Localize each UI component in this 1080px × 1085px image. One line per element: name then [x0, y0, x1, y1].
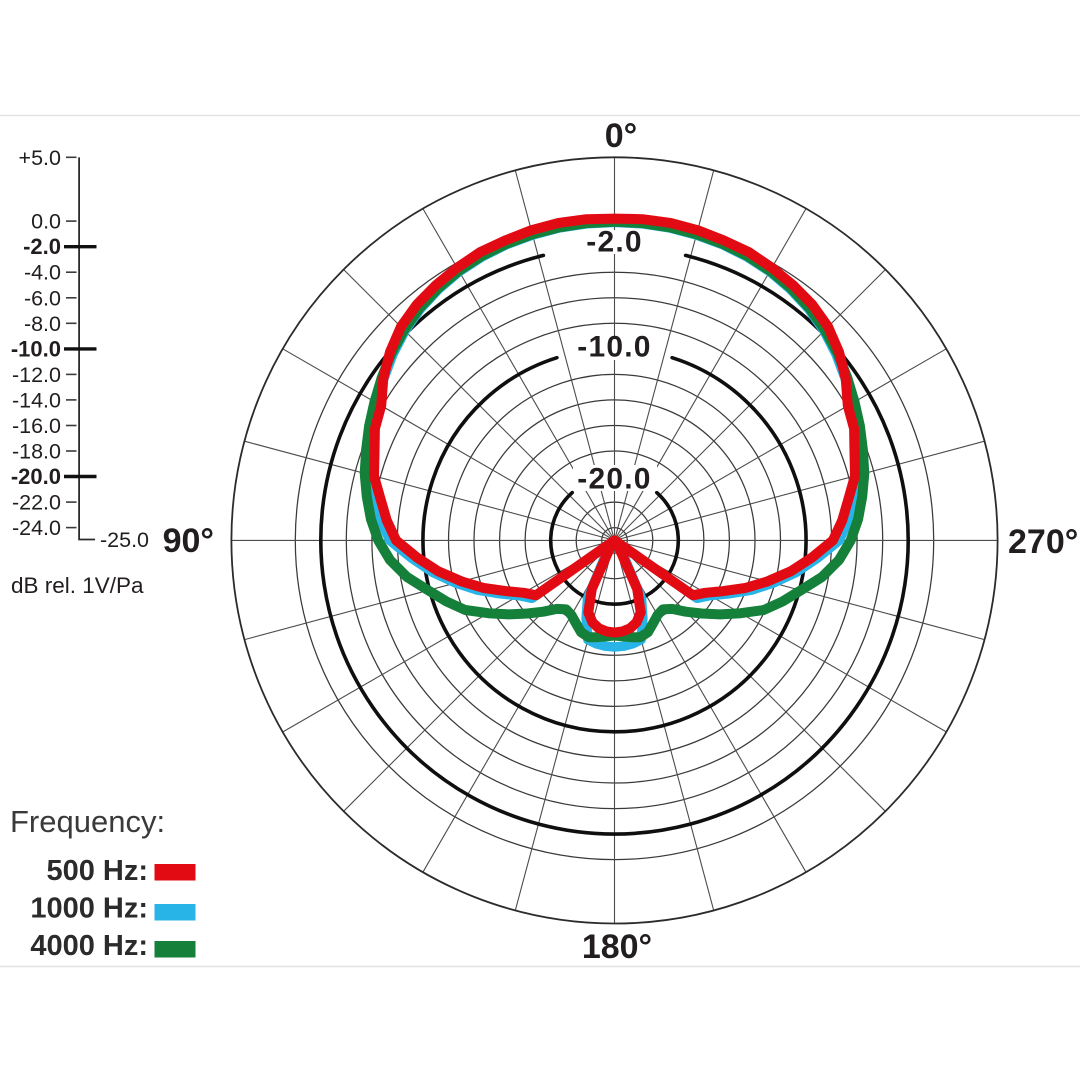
svg-text:-22.0: -22.0	[12, 491, 61, 515]
svg-text:-24.0: -24.0	[12, 516, 61, 540]
svg-text:90°: 90°	[163, 522, 214, 560]
svg-text:-12.0: -12.0	[12, 363, 61, 387]
svg-text:-10.0: -10.0	[577, 331, 651, 364]
svg-text:-4.0: -4.0	[24, 261, 61, 285]
svg-text:+5.0: +5.0	[19, 146, 61, 170]
svg-text:500 Hz:: 500 Hz:	[46, 855, 148, 887]
svg-text:-2.0: -2.0	[586, 226, 643, 259]
svg-text:0.0: 0.0	[31, 210, 61, 234]
svg-text:-16.0: -16.0	[12, 414, 61, 438]
svg-text:1000 Hz:: 1000 Hz:	[30, 893, 148, 925]
svg-text:-20.0: -20.0	[577, 463, 651, 496]
svg-text:-6.0: -6.0	[24, 286, 61, 310]
svg-text:-10.0: -10.0	[11, 336, 61, 361]
svg-text:180°: 180°	[582, 928, 652, 966]
svg-text:-20.0: -20.0	[11, 464, 61, 489]
svg-text:-18.0: -18.0	[12, 440, 61, 464]
svg-text:270°: 270°	[1008, 523, 1078, 561]
svg-text:-25.0: -25.0	[100, 528, 149, 552]
svg-text:-14.0: -14.0	[12, 388, 61, 412]
svg-text:Frequency:: Frequency:	[10, 804, 165, 839]
svg-text:-2.0: -2.0	[23, 234, 61, 259]
svg-text:-8.0: -8.0	[24, 312, 61, 336]
svg-text:4000 Hz:: 4000 Hz:	[30, 930, 148, 962]
svg-text:dB rel. 1V/Pa: dB rel. 1V/Pa	[11, 573, 144, 598]
svg-text:0°: 0°	[605, 117, 638, 155]
